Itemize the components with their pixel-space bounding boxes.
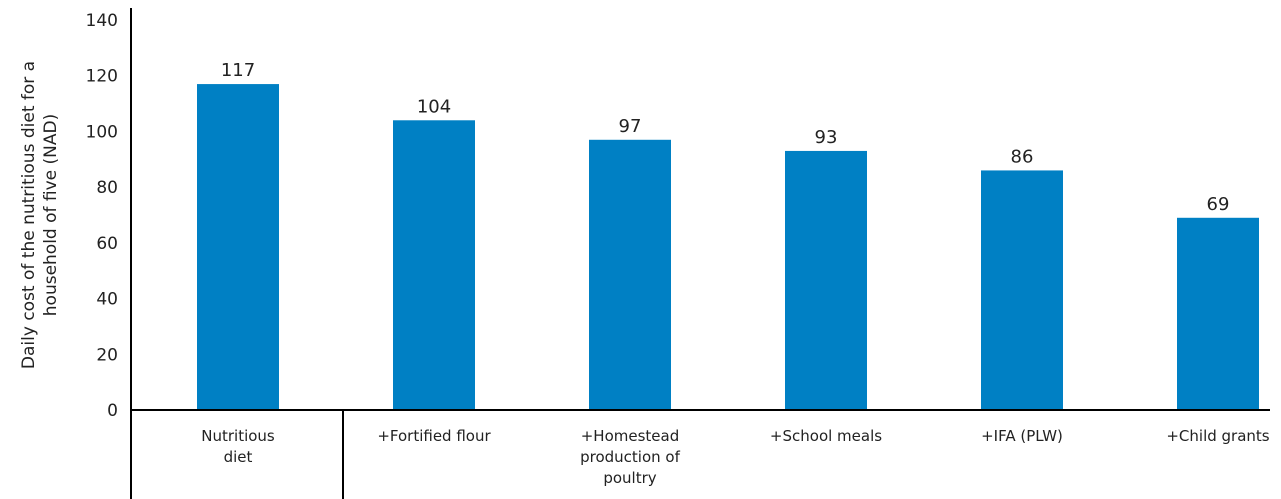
x-category-label: +Child grants bbox=[1166, 427, 1269, 445]
data-label: 97 bbox=[619, 116, 642, 137]
x-category-label-line: +IFA (PLW) bbox=[981, 427, 1063, 445]
axes bbox=[130, 8, 1270, 499]
data-labels: 117 104 97 93 86 69 bbox=[221, 60, 1230, 215]
x-category-label-line: +Homestead bbox=[581, 427, 680, 445]
bar bbox=[981, 170, 1063, 410]
x-category-label-line: diet bbox=[224, 448, 253, 466]
y-tick-label: 0 bbox=[107, 401, 118, 421]
y-tick-label: 40 bbox=[96, 290, 118, 310]
x-category-label: +Homestead production of poultry bbox=[580, 427, 680, 487]
bar bbox=[589, 139, 671, 411]
x-category-label-line: +Fortified flour bbox=[377, 427, 491, 445]
y-tick-label: 100 bbox=[86, 122, 118, 142]
x-category-label-line: poultry bbox=[603, 469, 656, 487]
bar bbox=[393, 120, 475, 411]
x-category-label: Nutritious diet bbox=[201, 427, 275, 466]
y-axis-title-line: Daily cost of the nutritious diet for a bbox=[19, 61, 39, 369]
data-label: 69 bbox=[1207, 194, 1230, 215]
data-label: 117 bbox=[221, 60, 255, 81]
x-category-label-line: production of bbox=[580, 448, 680, 466]
data-label: 104 bbox=[417, 96, 451, 117]
y-tick-label: 20 bbox=[96, 345, 118, 365]
data-label: 93 bbox=[815, 127, 838, 148]
x-category-label: +School meals bbox=[770, 427, 882, 445]
x-category-label-line: +School meals bbox=[770, 427, 882, 445]
x-category-label: +Fortified flour bbox=[377, 427, 491, 445]
y-tick-label: 60 bbox=[96, 234, 118, 254]
bar bbox=[785, 150, 867, 410]
x-category-label: +IFA (PLW) bbox=[981, 427, 1063, 445]
y-tick-label: 80 bbox=[96, 178, 118, 198]
y-axis-title-line: household of five (NAD) bbox=[41, 114, 61, 316]
y-tick-label: 120 bbox=[86, 67, 118, 87]
bars bbox=[197, 84, 1259, 411]
y-axis-ticks: 0 20 40 60 80 100 120 140 bbox=[86, 11, 118, 421]
x-category-label-line: +Child grants bbox=[1166, 427, 1269, 445]
category-labels: Nutritious diet +Fortified flour +Homestead… bbox=[201, 427, 1270, 487]
y-tick-label: 140 bbox=[86, 11, 118, 31]
x-category-label-line: Nutritious bbox=[201, 427, 275, 445]
bar bbox=[197, 84, 279, 411]
bar bbox=[1177, 217, 1259, 410]
data-label: 86 bbox=[1011, 146, 1034, 167]
